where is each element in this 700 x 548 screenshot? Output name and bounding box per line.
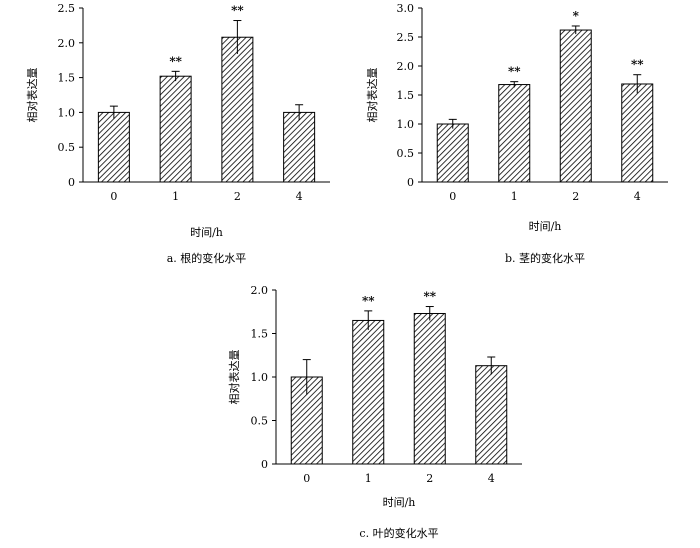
y-tick-label: 1.0 [251,371,269,384]
y-axis-label: 相对表达量 [25,68,39,123]
y-axis-label: 相对表达量 [227,350,241,405]
y-tick-label: 0 [261,458,268,471]
y-tick-label: 0.5 [251,415,269,428]
panel-caption: b. 茎的变化水平 [505,251,585,265]
significance-mark: ** [231,4,244,18]
x-tick-label: 0 [449,190,456,203]
x-tick-label: 0 [303,472,310,485]
significance-mark: ** [631,58,644,72]
significance-mark: ** [423,290,436,304]
x-axis-label: 时间/h [383,496,416,509]
x-tick-label: 2 [426,472,433,485]
y-tick-label: 1.0 [397,118,415,131]
bar [621,83,654,183]
x-tick-label: 4 [296,190,303,203]
bar [159,75,192,183]
significance-mark: ** [169,54,182,68]
panel-caption: a. 根的变化水平 [167,251,247,265]
x-axis-label: 时间/h [190,226,223,239]
y-tick-label: 1.0 [58,106,76,119]
chart-panel-b: 0 0.5 1.0 1.5 2.0 2.5 3.0 0 ** 1 * 2 ** 4 相对表达量时间/h b. … [340,0,700,275]
y-tick-label: 0 [407,176,414,189]
chart-panel-c: 0 0.5 1.0 1.5 2.0 0 ** 1 ** 2 4 相对表达量时间/h c. 叶的变化水平 [200,280,540,544]
bar [352,319,385,465]
x-tick-label: 4 [488,472,495,485]
panel-caption: c. 叶的变化水平 [359,526,438,540]
significance-mark: ** [508,65,521,79]
y-tick-label: 1.5 [251,328,269,341]
y-tick-label: 2.0 [58,37,76,50]
y-tick-label: 3.0 [397,2,415,15]
y-tick-label: 0.5 [58,141,76,154]
y-tick-label: 1.5 [397,89,415,102]
bar [475,365,508,465]
y-axis-label: 相对表达量 [365,68,379,123]
x-tick-label: 2 [572,190,579,203]
bar [559,29,592,183]
bar [97,111,130,183]
bar [413,312,446,465]
x-tick-label: 4 [634,190,641,203]
bar [436,123,469,183]
y-tick-label: 2.5 [58,2,76,15]
x-tick-label: 1 [365,472,372,485]
x-tick-label: 2 [234,190,241,203]
y-tick-label: 0 [68,176,75,189]
y-tick-label: 0.5 [397,147,415,160]
chart-panel-a: 0 0.5 1.0 1.5 2.0 2.5 0 ** 1 ** 2 4 相对表达量时间/h a. 根的变化… [0,0,340,275]
x-axis-label: 时间/h [529,220,562,233]
bar [283,111,316,183]
y-tick-label: 2.0 [251,284,269,297]
significance-mark: * [573,9,580,23]
significance-mark: ** [362,294,375,308]
x-tick-label: 1 [172,190,179,203]
y-tick-label: 2.5 [397,31,415,44]
x-tick-label: 1 [511,190,518,203]
y-tick-label: 2.0 [397,60,415,73]
bar [498,84,531,183]
x-tick-label: 0 [110,190,117,203]
bar [221,36,254,183]
y-tick-label: 1.5 [58,72,76,85]
